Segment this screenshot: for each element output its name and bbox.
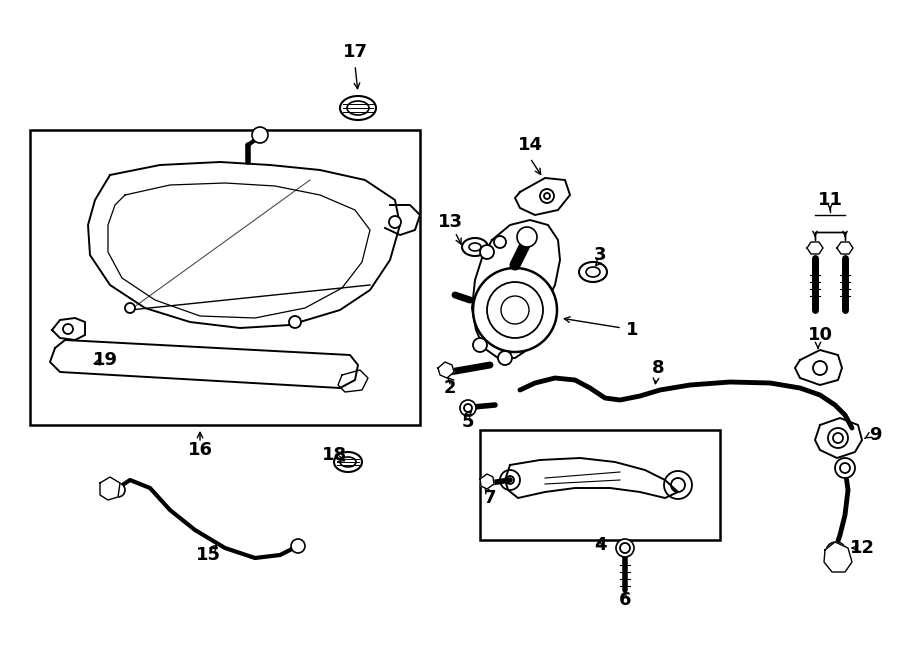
Ellipse shape: [340, 457, 356, 467]
Circle shape: [473, 338, 487, 352]
Polygon shape: [472, 220, 560, 358]
Circle shape: [664, 471, 692, 499]
Circle shape: [501, 296, 529, 324]
Bar: [30, 130, 420, 425]
Circle shape: [506, 476, 514, 484]
Polygon shape: [515, 178, 570, 215]
Ellipse shape: [579, 262, 607, 282]
Circle shape: [487, 282, 543, 338]
Polygon shape: [385, 205, 420, 235]
Text: 18: 18: [322, 446, 347, 464]
Ellipse shape: [462, 238, 488, 256]
Polygon shape: [807, 242, 823, 254]
Circle shape: [473, 268, 557, 352]
Circle shape: [480, 245, 494, 259]
Ellipse shape: [586, 267, 600, 277]
Circle shape: [835, 458, 855, 478]
Polygon shape: [50, 340, 358, 388]
Circle shape: [828, 428, 848, 448]
Text: 11: 11: [817, 191, 842, 209]
Circle shape: [813, 361, 827, 375]
Text: 7: 7: [484, 489, 496, 507]
Circle shape: [289, 316, 301, 328]
Polygon shape: [88, 162, 400, 328]
Circle shape: [826, 542, 846, 562]
Text: 4: 4: [594, 536, 607, 554]
Text: 1: 1: [626, 321, 638, 339]
Circle shape: [291, 539, 305, 553]
Circle shape: [464, 404, 472, 412]
Polygon shape: [338, 370, 368, 392]
Circle shape: [616, 539, 634, 557]
Text: 14: 14: [518, 136, 543, 154]
Text: 19: 19: [93, 351, 118, 369]
Circle shape: [460, 400, 476, 416]
Polygon shape: [795, 350, 842, 385]
Polygon shape: [815, 418, 862, 458]
Text: 16: 16: [187, 441, 212, 459]
Circle shape: [252, 127, 268, 143]
Text: 12: 12: [850, 539, 875, 557]
Ellipse shape: [334, 452, 362, 472]
Circle shape: [831, 547, 841, 557]
Polygon shape: [52, 318, 85, 340]
Text: 2: 2: [444, 379, 456, 397]
Circle shape: [494, 236, 506, 248]
Circle shape: [620, 543, 630, 553]
Circle shape: [111, 483, 125, 497]
Text: 17: 17: [343, 43, 367, 61]
Circle shape: [833, 433, 843, 443]
Circle shape: [498, 351, 512, 365]
Polygon shape: [480, 474, 494, 489]
Circle shape: [517, 227, 537, 247]
Text: 13: 13: [437, 213, 463, 231]
Text: 10: 10: [807, 326, 833, 344]
Text: 8: 8: [652, 359, 664, 377]
Circle shape: [540, 189, 554, 203]
Circle shape: [63, 324, 73, 334]
Circle shape: [500, 470, 520, 490]
Polygon shape: [837, 242, 853, 254]
Bar: [480, 430, 720, 540]
Polygon shape: [100, 477, 120, 500]
Polygon shape: [824, 542, 852, 572]
Text: 9: 9: [868, 426, 881, 444]
Text: 3: 3: [594, 246, 607, 264]
Text: 6: 6: [619, 591, 631, 609]
Circle shape: [125, 303, 135, 313]
Ellipse shape: [340, 96, 376, 120]
Ellipse shape: [347, 101, 369, 115]
Polygon shape: [505, 458, 678, 498]
Polygon shape: [438, 362, 454, 378]
Ellipse shape: [469, 243, 481, 251]
Circle shape: [671, 478, 685, 492]
Circle shape: [544, 193, 550, 199]
Circle shape: [840, 463, 850, 473]
Text: 5: 5: [462, 413, 474, 431]
Text: 15: 15: [195, 546, 220, 564]
Circle shape: [389, 216, 401, 228]
